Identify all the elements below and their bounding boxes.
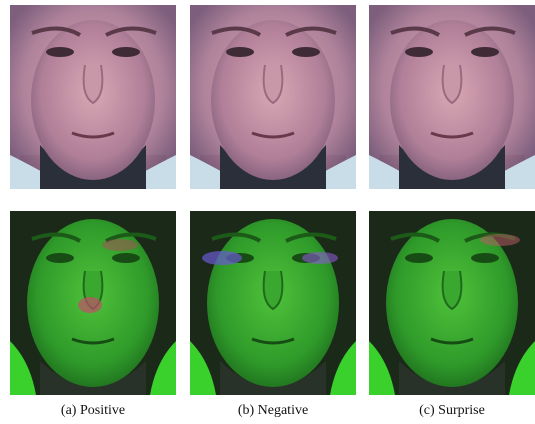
highlight (302, 252, 338, 264)
face-image (10, 5, 176, 189)
face-image (190, 5, 356, 189)
highlight (78, 297, 102, 313)
highlight (480, 234, 520, 246)
caption: (c) Surprise (419, 403, 485, 418)
face-image (369, 5, 535, 189)
highlight (102, 239, 138, 251)
caption: (a) Positive (61, 403, 125, 418)
figure: (a) Positive (b) Negative (c) Surprise (0, 0, 535, 424)
highlight (202, 251, 242, 265)
caption: (b) Negative (238, 403, 308, 418)
feature-map (190, 211, 356, 395)
